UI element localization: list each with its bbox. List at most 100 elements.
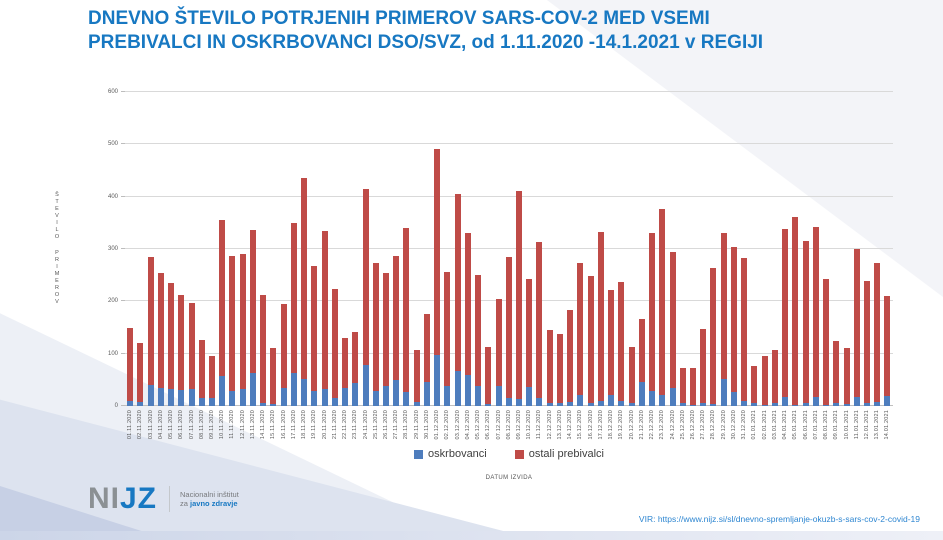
bar-column xyxy=(667,92,677,406)
bar-segment xyxy=(260,403,267,406)
bar-segment xyxy=(741,400,748,406)
x-tick-label: 07.12.2020 xyxy=(495,410,502,440)
bar-segment xyxy=(301,378,308,406)
nijz-logo-blue-part: JZ xyxy=(120,482,158,515)
bar-column xyxy=(391,92,401,406)
bar-column xyxy=(360,92,370,406)
x-tick-label: 19.12.2020 xyxy=(618,410,625,440)
bar-segment xyxy=(843,403,850,406)
bar-column xyxy=(800,92,810,406)
bar-segment xyxy=(771,350,778,404)
bar-column xyxy=(197,92,207,406)
bar-column xyxy=(606,92,616,406)
bar-segment xyxy=(833,340,840,404)
bar-segment xyxy=(659,395,666,406)
bar-segment xyxy=(434,355,441,406)
x-tick-label: 26.11.2020 xyxy=(382,410,389,440)
bar-column xyxy=(309,92,319,406)
y-tick-label: 600 xyxy=(107,89,118,95)
x-tick-label: 03.11.2020 xyxy=(147,410,154,440)
x-tick-label: 05.11.2020 xyxy=(168,410,175,440)
bar-segment xyxy=(311,266,318,392)
bar-segment xyxy=(761,355,768,405)
logo-divider xyxy=(169,486,171,512)
bar-column xyxy=(688,92,698,406)
bar-column xyxy=(268,92,278,406)
x-tick-label: 02.11.2020 xyxy=(137,410,144,440)
x-tick-label: 09.12.2020 xyxy=(516,410,523,440)
x-tick-label: 14.12.2020 xyxy=(567,410,574,440)
x-tick-label: 22.11.2020 xyxy=(342,410,349,440)
bar-segment xyxy=(321,389,328,406)
bar-segment xyxy=(556,333,563,404)
bar-segment xyxy=(372,262,379,392)
bar-column xyxy=(565,92,575,406)
bar-segment xyxy=(874,262,881,402)
bar-segment xyxy=(730,246,737,393)
bar-column xyxy=(217,92,227,406)
legend-item-ostali-prebivalci: ostali prebivalci xyxy=(514,448,604,460)
source-link[interactable]: VIR: https://www.nijz.si/sl/dnevno-sprem… xyxy=(638,514,920,524)
x-tick-label: 04.12.2020 xyxy=(464,410,471,440)
x-tick-label: 24.12.2020 xyxy=(669,410,676,440)
bar-segment xyxy=(444,272,451,387)
bar-column xyxy=(330,92,340,406)
bar-column xyxy=(626,92,636,406)
x-tick-label: 14.11.2020 xyxy=(260,410,267,440)
bar-segment xyxy=(147,256,154,386)
bar-column xyxy=(166,92,176,406)
bar-segment xyxy=(372,391,379,406)
x-tick-label: 23.11.2020 xyxy=(352,410,359,440)
bar-segment xyxy=(270,404,277,406)
bar-segment xyxy=(628,403,635,406)
chart-plot-area xyxy=(121,91,893,406)
bar-column xyxy=(299,92,309,406)
bar-segment xyxy=(434,148,441,356)
bar-column xyxy=(186,92,196,406)
bar-segment xyxy=(342,337,349,389)
bar-column xyxy=(371,92,381,406)
y-tick-mark xyxy=(121,91,125,92)
bar-column xyxy=(749,92,759,406)
x-tick-label: 18.12.2020 xyxy=(608,410,615,440)
x-tick-label: 20.11.2020 xyxy=(321,410,328,440)
x-tick-label: 06.01.2021 xyxy=(802,410,809,440)
bar-column xyxy=(381,92,391,406)
bar-segment xyxy=(127,400,134,406)
bar-column xyxy=(821,92,831,406)
x-tick-label: 08.11.2020 xyxy=(198,410,205,440)
bar-segment xyxy=(546,329,553,404)
x-tick-label: 02.01.2021 xyxy=(761,410,768,440)
bar-segment xyxy=(495,386,502,406)
bar-segment xyxy=(352,332,359,383)
x-tick-label: 02.12.2020 xyxy=(444,410,451,440)
bar-segment xyxy=(669,388,676,406)
bar-segment xyxy=(567,310,574,402)
x-tick-label: 03.12.2020 xyxy=(454,410,461,440)
bar-column xyxy=(514,92,524,406)
bar-segment xyxy=(403,392,410,406)
bar-column xyxy=(463,92,473,406)
bar-segment xyxy=(771,403,778,406)
bar-segment xyxy=(403,228,410,393)
x-tick-label: 09.01.2021 xyxy=(833,410,840,440)
bar-column xyxy=(882,92,892,406)
bar-segment xyxy=(382,273,389,386)
bar-segment xyxy=(301,177,308,379)
bar-segment xyxy=(208,397,215,406)
bar-segment xyxy=(782,397,789,406)
page-title-line1: DNEVNO ŠTEVILO POTRJENIH PRIMEROV SARS-C… xyxy=(88,8,710,29)
x-tick-label: 10.12.2020 xyxy=(526,410,533,440)
bar-segment xyxy=(239,254,246,390)
bar-segment xyxy=(823,278,830,405)
x-tick-label: 21.11.2020 xyxy=(331,410,338,440)
bar-segment xyxy=(198,397,205,406)
bar-segment xyxy=(597,232,604,401)
bar-segment xyxy=(454,193,461,371)
bar-segment xyxy=(168,283,175,390)
bar-column xyxy=(248,92,258,406)
bar-segment xyxy=(659,208,666,396)
bar-column xyxy=(841,92,851,406)
x-tick-label: 07.11.2020 xyxy=(188,410,195,440)
bar-column xyxy=(524,92,534,406)
